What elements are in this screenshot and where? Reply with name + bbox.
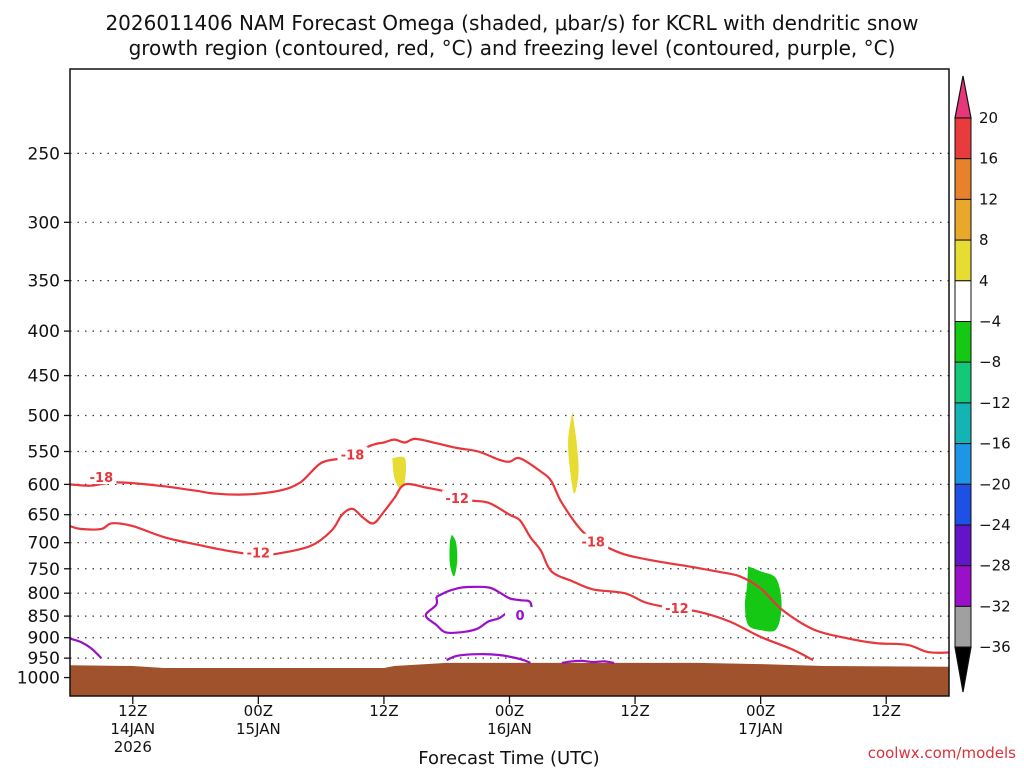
colorbar-label-2: 12 [979,190,998,208]
colorbar-box-6 [954,321,972,363]
contour-freezing_bottom [446,653,531,664]
colorbar-box-9 [954,443,972,485]
omega-yellow-1 [392,456,406,488]
contour-label-dgz_bottom-0: -12 [247,546,271,561]
x-tick-label-42-1: 00Z [495,702,524,720]
contour-freezing_left [69,637,103,659]
credit-link[interactable]: coolwx.com/models [868,744,1016,762]
omega-green-1 [449,534,458,577]
contour-label-dgz_bottom-2: -12 [665,602,689,617]
y-tick-label-650: 650 [28,506,60,526]
x-tick-label-18-2: 15JAN [236,720,281,738]
y-tick-label-700: 700 [28,534,60,554]
colorbar-label-10: −24 [979,516,1011,534]
y-tick-label-900: 900 [28,629,60,649]
omega-yellow-2 [568,411,579,494]
y-tick-label-500: 500 [28,406,60,426]
x-tick-label-78-1: 12Z [872,702,901,720]
y-tick-label-600: 600 [28,475,60,495]
colorbar-label-6: −8 [979,353,1001,371]
contour-label-dgz_top-0: -18 [90,471,114,486]
y-tick-label-950: 950 [28,649,60,669]
colorbar-box-10 [954,483,972,526]
y-axis: 2503003504004505005506006507007508008509… [17,144,70,689]
x-axis-label: Forecast Time (UTC) [418,748,599,768]
contour-label-bg-freezing_lobe-0 [504,607,535,623]
colorbar-box-1 [954,117,972,160]
y-tick-label-1000: 1000 [17,669,60,689]
x-tick-label-18-1: 00Z [244,702,273,720]
contour-label-dgz_top-2: -18 [581,536,605,551]
colorbar-box-4 [954,239,972,282]
y-tick-label-850: 850 [28,607,60,627]
y-tick-label-450: 450 [28,367,60,387]
colorbar-top-arrow [954,75,972,119]
chart-title-line2: growth region (contoured, red, °C) and f… [129,36,896,60]
colorbar-box-5 [954,280,972,322]
colorbar-label-5: −4 [979,313,1001,331]
colorbar-box-7 [954,361,972,404]
colorbar-label-9: −20 [979,475,1011,493]
chart-title-line1: 2026011406 NAM Forecast Omega (shaded, μ… [105,11,918,35]
contour-label-freezing_lobe-0: 0 [515,609,524,624]
x-tick-label-6-1: 12Z [118,702,147,720]
colorbar-bottom-arrow [954,646,972,693]
x-tick-label-6-2: 14JAN [110,720,155,738]
colorbar-box-2 [954,158,972,200]
plot-frame [69,68,950,697]
y-tick-label-800: 800 [28,584,60,604]
y-tick-label-400: 400 [28,322,60,342]
plot-area: -18 -18 -18 -12 -12 -12 0 [69,152,950,696]
colorbar-legend: 20 16 12 8 4 −4 −8 −12 −16 −20 −24 −28 −32 −36 [954,75,1011,693]
x-tick-label-54-1: 12Z [620,702,649,720]
colorbar-box-12 [954,565,972,607]
colorbar-label-7: −12 [979,394,1011,412]
y-tick-label-750: 750 [28,560,60,580]
contour-label-bg-dgz_top-1 [337,446,368,462]
y-tick-label-250: 250 [28,144,60,164]
colorbar-box-11 [954,524,972,567]
colorbar-label-8: −16 [979,435,1011,453]
x-tick-label-6-3: 2026 [114,738,152,756]
x-tick-label-42-2: 16JAN [487,720,532,738]
colorbar-label-3: 8 [979,231,989,249]
contour-freezing_bottom2 [561,659,615,664]
x-tick-label-66-2: 17JAN [738,720,783,738]
colorbar-label-1: 16 [979,150,998,168]
y-tick-label-350: 350 [28,272,60,292]
y-tick-label-300: 300 [28,213,60,233]
contour-label-bg-dgz_bottom-2 [661,599,692,615]
y-tick-label-550: 550 [28,443,60,463]
contour-label-bg-dgz_top-0 [86,469,117,485]
contour-label-bg-dgz_bottom-1 [442,490,473,506]
colorbar-label-11: −28 [979,557,1011,575]
colorbar-label-12: −32 [979,597,1011,615]
x-tick-label-66-1: 00Z [746,702,775,720]
contour-label-bg-dgz_bottom-0 [243,544,274,560]
contour-dgz_top [69,437,950,654]
omega-green-2 [744,566,782,632]
colorbar-label-4: 4 [979,272,989,290]
x-tick-label-30-1: 12Z [369,702,398,720]
contour-dgz_bottom [69,482,814,662]
contour-label-dgz_bottom-1: -12 [445,492,469,507]
colorbar-box-8 [954,402,972,445]
colorbar-box-3 [954,198,972,241]
colorbar-box-13 [954,605,972,648]
ground-terrain [70,662,949,696]
contour-label-bg-dgz_top-2 [578,533,609,549]
colorbar-label-0: 20 [979,109,998,127]
contour-label-dgz_top-1: -18 [341,449,365,464]
colorbar-label-13: −36 [979,638,1011,656]
